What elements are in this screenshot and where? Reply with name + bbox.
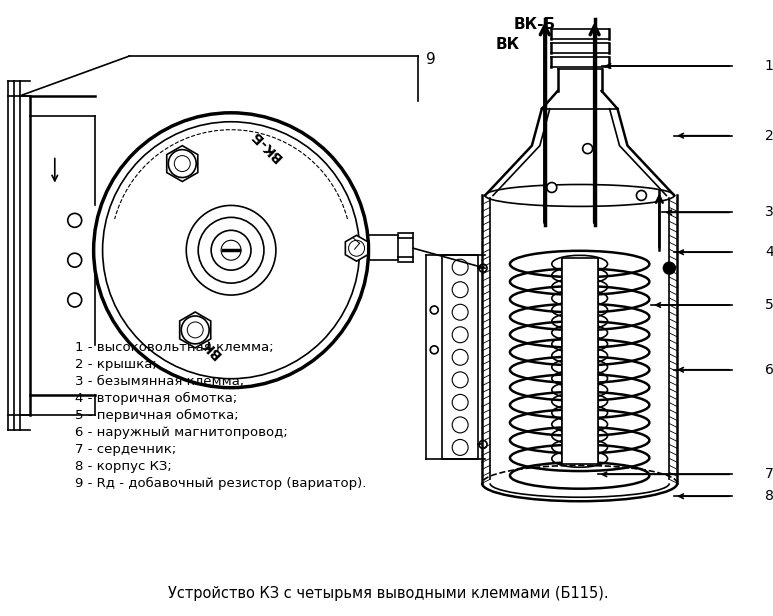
Text: ВК: ВК xyxy=(199,335,224,360)
Text: 2: 2 xyxy=(765,129,773,143)
Text: 8: 8 xyxy=(765,489,773,503)
Text: 4 - вторичная обмотка;: 4 - вторичная обмотка; xyxy=(75,392,237,405)
Circle shape xyxy=(68,213,82,227)
Text: 1 - высоковольтная клемма;: 1 - высоковольтная клемма; xyxy=(75,341,274,354)
Text: 2 - крышка;: 2 - крышка; xyxy=(75,359,156,371)
Text: 1: 1 xyxy=(765,59,773,73)
Text: ВК-Б: ВК-Б xyxy=(514,17,556,32)
Circle shape xyxy=(479,440,487,448)
Text: Устройство КЗ с четырьмя выводными клеммами (Б115).: Устройство КЗ с четырьмя выводными клемм… xyxy=(168,586,609,601)
Bar xyxy=(562,258,598,464)
Text: 5: 5 xyxy=(765,298,773,312)
Text: 6 - наружный магнитопровод;: 6 - наружный магнитопровод; xyxy=(75,426,288,439)
Circle shape xyxy=(68,253,82,267)
Polygon shape xyxy=(167,145,198,182)
Circle shape xyxy=(663,262,676,274)
Circle shape xyxy=(68,293,82,307)
Circle shape xyxy=(479,264,487,272)
Text: 4: 4 xyxy=(765,245,773,259)
Circle shape xyxy=(94,113,369,387)
Circle shape xyxy=(583,144,593,153)
Text: 3 - безымянная клемма;: 3 - безымянная клемма; xyxy=(75,375,244,388)
Bar xyxy=(442,255,478,460)
Circle shape xyxy=(547,182,557,192)
Text: 7 - сердечник;: 7 - сердечник; xyxy=(75,443,176,456)
Circle shape xyxy=(636,190,646,200)
Text: 9 - Rд - добавочный резистор (вариатор).: 9 - Rд - добавочный резистор (вариатор). xyxy=(75,477,366,490)
Circle shape xyxy=(431,346,438,354)
Text: 3: 3 xyxy=(765,205,773,219)
Circle shape xyxy=(431,306,438,314)
Text: 8 - корпус КЗ;: 8 - корпус КЗ; xyxy=(75,460,172,473)
Text: 9: 9 xyxy=(426,52,436,67)
Text: 7: 7 xyxy=(765,468,773,481)
Polygon shape xyxy=(346,235,368,261)
Polygon shape xyxy=(179,312,211,348)
Text: 6: 6 xyxy=(765,363,773,377)
Text: ВК: ВК xyxy=(496,37,520,52)
Text: 5 - первичная обмотка;: 5 - первичная обмотка; xyxy=(75,409,238,422)
Text: ВК-Б: ВК-Б xyxy=(247,127,284,164)
